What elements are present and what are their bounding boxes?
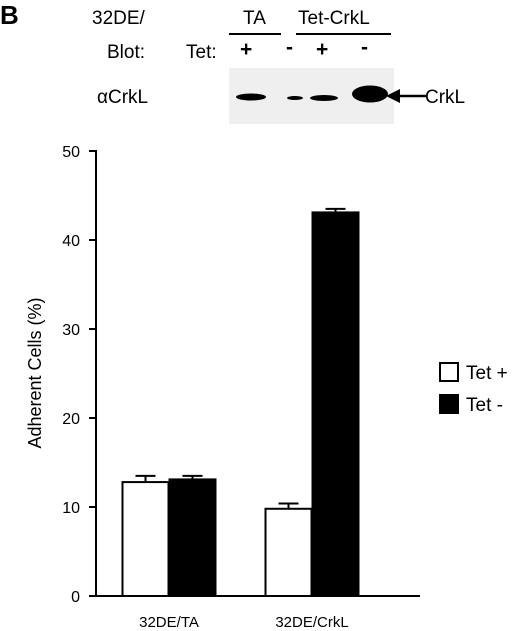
western-blot-image xyxy=(229,68,394,124)
bar-tet-plus-1 xyxy=(121,481,170,597)
y-tick-label: 30 xyxy=(62,322,80,339)
y-tick-label: 10 xyxy=(62,500,80,517)
legend-swatch xyxy=(439,362,459,382)
bars xyxy=(121,207,360,597)
bar-tet-minus-1 xyxy=(168,478,217,597)
x-category-label: 32DE/CrkL xyxy=(275,614,348,630)
arrow-left-icon xyxy=(386,89,426,103)
strain-prefix-label: 32DE/ xyxy=(92,8,145,29)
group-underline-tet-crkl xyxy=(296,33,391,35)
blot-band-lane-1 xyxy=(236,93,266,101)
blot-band-lane-4 xyxy=(352,85,388,103)
panel-letter: B xyxy=(0,0,19,30)
bar-tet-minus-2 xyxy=(311,211,360,597)
lane-3-sign: + xyxy=(316,38,329,61)
group-underline-ta xyxy=(229,33,281,35)
y-tick-label: 0 xyxy=(71,589,80,606)
y-tick-label: 40 xyxy=(62,233,80,250)
blot-band-lane-3 xyxy=(310,95,338,101)
x-category-label: 32DE/TA xyxy=(139,614,199,630)
bar-tet-plus-2 xyxy=(264,507,313,597)
blot-band-lane-2 xyxy=(287,96,303,100)
y-tick-label: 20 xyxy=(62,411,80,428)
legend-swatch xyxy=(439,394,459,414)
y-axis-ticks: 0 10 20 30 40 50 xyxy=(62,144,96,606)
legend-label: Tet + xyxy=(466,363,508,384)
legend: Tet + Tet - xyxy=(439,362,508,416)
antibody-label: αCrkL xyxy=(97,87,149,108)
band-label: CrkL xyxy=(425,87,466,108)
tet-label: Tet: xyxy=(186,42,217,63)
lane-1-sign: + xyxy=(240,38,253,61)
x-axis-categories: 32DE/TA 32DE/CrkL xyxy=(139,614,349,630)
y-tick-label: 50 xyxy=(62,144,80,161)
y-axis-title: Adherent Cells (%) xyxy=(25,297,45,448)
legend-label: Tet - xyxy=(466,395,503,416)
group-label-ta: TA xyxy=(243,8,266,29)
group-label-tet-crkl: Tet-CrkL xyxy=(298,8,370,29)
blot-label: Blot: xyxy=(107,42,146,63)
lane-2-sign: - xyxy=(286,36,293,59)
lane-4-sign: - xyxy=(361,36,368,59)
